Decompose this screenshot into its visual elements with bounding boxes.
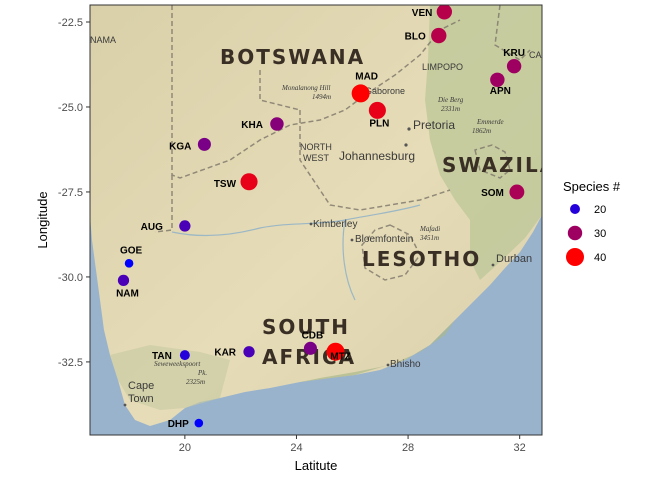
point-apn: [490, 72, 505, 87]
map-label-gaborone: Gaborone: [365, 86, 405, 96]
map-label-lesotho: LESOTHO: [362, 247, 481, 271]
point-label-tsw: TSW: [214, 179, 237, 190]
point-label-goe: GOE: [120, 245, 143, 256]
point-ven: [436, 5, 453, 20]
map-label-die-berg: Die Berg: [437, 96, 464, 104]
city-dots: [123, 127, 495, 407]
map-label-cape: Cape: [128, 380, 154, 392]
point-tan: [179, 350, 190, 361]
map-label-swaziland: SWAZILAND: [442, 153, 595, 177]
point-dhp: [194, 418, 204, 428]
point-blo: [431, 27, 447, 44]
cape-green: [110, 345, 230, 410]
point-label-som: SOM: [481, 188, 504, 199]
data-points: [117, 5, 525, 428]
point-mad: [351, 84, 370, 103]
legend-label-20: 20: [594, 204, 606, 216]
point-label-aug: AUG: [141, 222, 163, 233]
map-label-nama: NAMA: [90, 35, 116, 45]
map-label-monalanong-elev: 1494m: [312, 93, 331, 101]
point-tsw: [240, 173, 258, 191]
point-kar: [243, 346, 255, 358]
point-label-cdb: CDB: [302, 330, 324, 341]
y-tick-label: -32.5: [58, 357, 83, 369]
map-label-west: WEST: [303, 153, 330, 163]
map-label-ca: CA: [529, 50, 542, 60]
point-label-mad: MAD: [355, 71, 378, 82]
legend: Species # 20 30 40: [563, 179, 621, 266]
point-label-ven: VEN: [412, 8, 433, 19]
legend-title: Species #: [563, 179, 621, 194]
legend-label-30: 30: [594, 228, 606, 240]
legend-label-40: 40: [594, 252, 606, 264]
y-tick-label: -22.5: [58, 17, 83, 29]
y-tick-label: -25.0: [58, 102, 83, 114]
y-axis: -22.5 -25.0 -27.5 -30.0 -32.5: [58, 17, 90, 369]
map-label-south: SOUTH: [262, 315, 350, 339]
point-label-blo: BLO: [405, 32, 426, 43]
point-label-nam: NAM: [116, 288, 139, 299]
map-label-emmerde-elev: 1862m: [472, 127, 491, 135]
map-label-botswana: BOTSWANA: [220, 45, 365, 69]
point-label-kru: KRU: [503, 48, 525, 59]
point-mtz: [326, 342, 345, 361]
panel-border: [89, 4, 543, 436]
point-label-kha: KHA: [241, 120, 263, 131]
map-label-town: Town: [128, 393, 154, 405]
map-panel: BOTSWANA SWAZILAND LESOTHO SOUTH AFRICA …: [90, 5, 595, 435]
map-label-limpopo: LIMPOPO: [422, 62, 463, 72]
map-label-north: NORTH: [300, 142, 332, 152]
map-label-mafadi-elev: 3451m: [419, 234, 439, 242]
map-label-mafadi: Mafadi: [419, 225, 440, 233]
legend-key-40: [566, 248, 584, 266]
point-pln: [368, 101, 386, 119]
y-tick-label: -27.5: [58, 187, 83, 199]
map-label-bloemfontein: Bloemfontein: [355, 234, 413, 245]
x-axis: 20 24 28 32: [179, 435, 526, 454]
map-label-seweweekspoort-elev: 2325m: [186, 378, 205, 386]
x-tick-label: 32: [514, 442, 526, 454]
x-axis-title: Latitute: [295, 458, 338, 473]
point-label-tan: TAN: [152, 351, 172, 362]
map-label-monalanong-hill: Monalanong Hill: [281, 84, 330, 92]
point-kga: [197, 137, 211, 151]
point-nam: [117, 274, 130, 286]
point-kha: [270, 117, 284, 131]
point-label-dhp: DHP: [168, 419, 189, 430]
map-label-bhisho: Bhisho: [390, 359, 421, 370]
map-label-durban: Durban: [496, 253, 532, 265]
y-axis-title: Longitude: [35, 191, 50, 248]
point-label-pln: PLN: [369, 118, 389, 129]
y-tick-label: -30.0: [58, 272, 83, 284]
map-label-johannesburg: Johannesburg: [339, 149, 415, 163]
x-tick-label: 24: [290, 442, 302, 454]
point-label-apn: APN: [490, 86, 511, 97]
map-label-emmerde: Emmerde: [476, 118, 504, 126]
map-label-pretoria: Pretoria: [413, 118, 455, 132]
data-point-labels: VEN BLO KRU APN MAD PLN KHA KGA TSW SOM AUG GOE NAM C…: [116, 8, 525, 430]
country-borders: [154, 5, 531, 281]
map-label-seweweekspoort: Seweweekspoort: [154, 360, 201, 368]
point-label-kga: KGA: [169, 141, 191, 152]
rivers: [171, 204, 421, 301]
point-label-kar: KAR: [214, 348, 236, 359]
eastern-highlands: [425, 5, 542, 280]
legend-key-20: [570, 204, 580, 214]
point-goe: [124, 259, 134, 268]
map-label-die-berg-elev: 2331m: [441, 105, 460, 113]
map-label-kimberley: Kimberley: [313, 219, 357, 230]
point-cdb: [303, 341, 317, 355]
x-tick-label: 20: [179, 442, 191, 454]
legend-key-30: [567, 225, 583, 241]
map-label-seweweekspoort-pk: Pk.: [197, 369, 207, 377]
point-aug: [179, 220, 191, 232]
x-tick-label: 28: [402, 442, 414, 454]
point-som: [509, 184, 525, 200]
point-label-mtz: MTZ: [330, 352, 351, 363]
point-kru: [506, 58, 522, 74]
